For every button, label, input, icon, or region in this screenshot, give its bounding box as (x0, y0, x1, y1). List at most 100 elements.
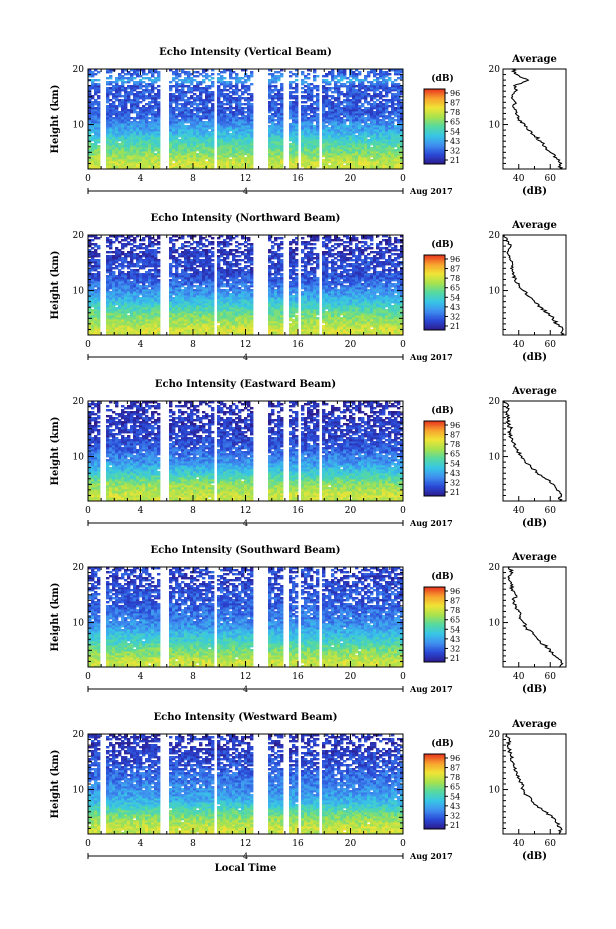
heatmap-cell (109, 331, 113, 334)
heatmap-cell (289, 75, 293, 78)
heatmap-cell (376, 321, 380, 324)
heatmap-cell (337, 157, 341, 160)
heatmap-cell (205, 147, 209, 150)
x-tick-label: 12 (240, 174, 251, 184)
heatmap-cell (211, 129, 215, 132)
heatmap-cell (151, 323, 155, 326)
heatmap-cell (388, 99, 392, 102)
heatmap-cell (379, 333, 383, 336)
heatmap-cell (373, 145, 377, 148)
heatmap-cell (355, 73, 359, 76)
heatmap-cell (124, 117, 128, 120)
heatmap-cell (172, 73, 176, 76)
heatmap-cell (376, 145, 380, 148)
heatmap-cell (397, 95, 401, 98)
heatmap-cell (118, 167, 122, 170)
x-tick-label: 16 (292, 174, 304, 184)
heatmap-cell (310, 321, 314, 324)
heatmap-cell (295, 157, 299, 160)
heatmap-cell (328, 317, 332, 320)
heatmap-cell (217, 333, 221, 336)
heatmap-cell (238, 329, 242, 332)
heatmap-cell (331, 155, 335, 158)
heatmap-cell (121, 123, 125, 126)
heatmap-cell (307, 327, 311, 330)
heatmap-cell (247, 333, 251, 336)
heatmap-cell (340, 323, 344, 326)
heatmap-cell (196, 321, 200, 324)
heatmap-cell (241, 155, 245, 158)
heatmap-cell (211, 103, 215, 106)
heatmap-cell (349, 323, 353, 326)
heatmap-cell (136, 143, 140, 146)
heatmap-cell (88, 147, 92, 150)
heatmap-cell (352, 327, 356, 330)
heatmap-cell (97, 133, 101, 136)
heatmap-cell (223, 141, 227, 144)
heatmap-cell (151, 89, 155, 92)
heatmap-cell (220, 111, 224, 114)
heatmap-cell (91, 75, 95, 78)
heatmap-cell (88, 327, 92, 330)
heatmap-cell (280, 69, 284, 72)
heatmap-cell (391, 107, 395, 110)
heatmap-cell (97, 139, 101, 142)
heatmap-cell (217, 127, 221, 130)
heatmap-cell (127, 155, 131, 158)
heatmap-cell (247, 147, 251, 150)
heatmap-cell (322, 161, 326, 164)
heatmap-cell (199, 139, 203, 142)
heatmap-cell (154, 327, 158, 330)
heatmap-cell (187, 147, 191, 150)
heatmap-cell (106, 121, 110, 124)
heatmap-cell (331, 165, 335, 168)
heatmap-cell (244, 81, 248, 84)
heatmap-cell (316, 135, 320, 138)
heatmap-cell (205, 131, 209, 134)
heatmap-cell (202, 79, 206, 82)
heatmap-cell (217, 319, 221, 322)
colorbar-segment (424, 135, 445, 137)
heatmap-cell (139, 115, 143, 118)
heatmap-cell (295, 79, 299, 82)
heatmap-cell (388, 89, 392, 92)
heatmap-cell (91, 153, 95, 156)
heatmap-cell (241, 331, 245, 334)
heatmap-cell (376, 73, 380, 76)
heatmap-cell (223, 327, 227, 330)
heatmap-cell (277, 113, 281, 116)
heatmap-cell (217, 149, 221, 152)
heatmap-cell (127, 151, 131, 154)
heatmap-cell (364, 119, 368, 122)
heatmap-cell (238, 113, 242, 116)
heatmap-cell (241, 111, 245, 114)
heatmap-cell (139, 127, 143, 130)
heatmap-cell (358, 93, 362, 96)
heatmap-cell (172, 145, 176, 148)
heatmap-cell (229, 149, 233, 152)
heatmap-cell (178, 75, 182, 78)
heatmap-cell (91, 73, 95, 76)
heatmap-cell (250, 143, 254, 146)
heatmap-cell (373, 85, 377, 88)
heatmap-cell (310, 133, 314, 136)
heatmap-cell (181, 141, 185, 144)
heatmap-cell (133, 135, 137, 138)
heatmap-cell (199, 101, 203, 104)
heatmap-cell (364, 95, 368, 98)
heatmap-cell (247, 159, 251, 162)
heatmap-cell (331, 87, 335, 90)
heatmap-cell (304, 105, 308, 108)
heatmap-cell (358, 113, 362, 116)
heatmap-cell (343, 321, 347, 324)
heatmap-cell (127, 327, 131, 330)
heatmap-cell (88, 325, 92, 328)
heatmap-cell (280, 125, 284, 128)
heatmap-cell (193, 319, 197, 322)
heatmap-cell (136, 327, 140, 330)
heatmap-cell (349, 155, 353, 158)
heatmap-cell (235, 83, 239, 86)
heatmap-cell (133, 151, 137, 154)
heatmap-cell (157, 77, 161, 80)
heatmap-cell (130, 99, 134, 102)
